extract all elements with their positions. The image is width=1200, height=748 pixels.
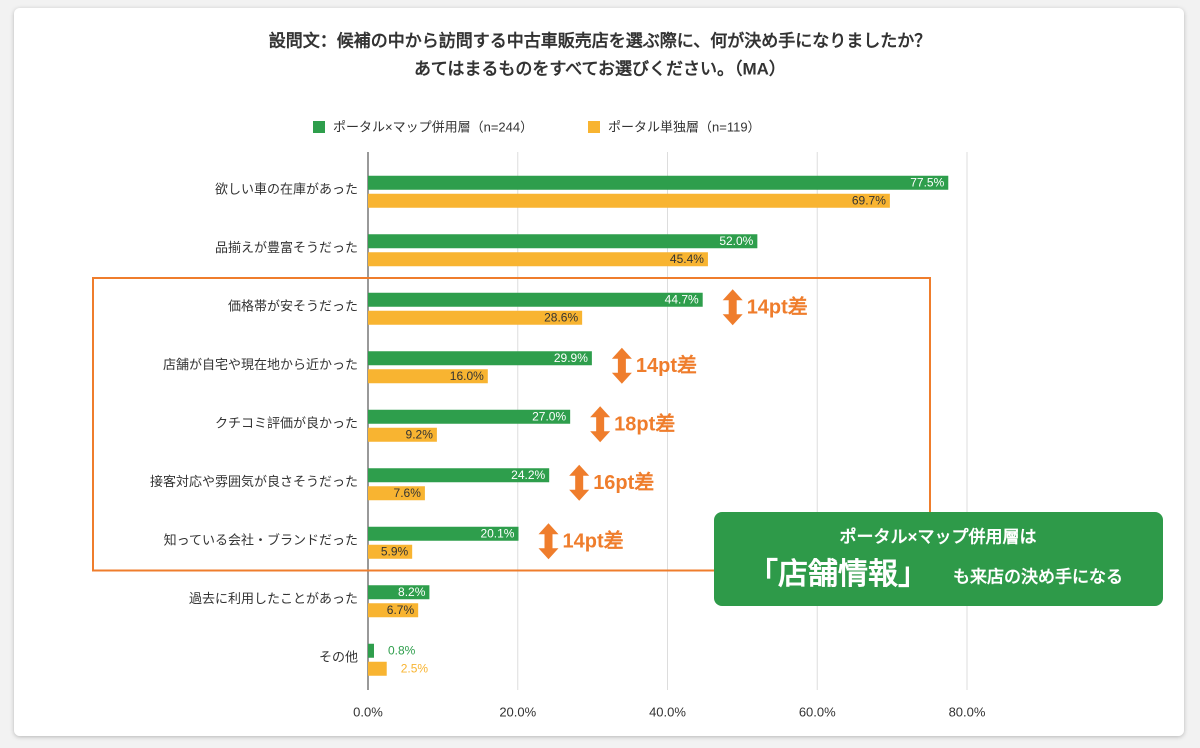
bar: [368, 409, 571, 424]
bar: [368, 193, 890, 208]
y-tick-label: 接客対応や雰囲気が良さそうだった: [150, 474, 358, 489]
diff-label: 14pt差: [747, 295, 808, 319]
bar: [368, 526, 519, 541]
value-label: 9.2%: [406, 427, 434, 441]
value-label: 2.5%: [401, 661, 429, 675]
value-label: 16.0%: [450, 369, 484, 383]
y-tick-label: 過去に利用したことがあった: [189, 591, 358, 606]
bar: [368, 486, 425, 501]
bar: [368, 661, 387, 676]
diff-label: 14pt差: [562, 529, 623, 553]
bar: [368, 544, 413, 559]
bar: [368, 310, 583, 325]
x-tick-label: 40.0%: [649, 704, 686, 719]
y-tick-label: 価格帯が安そうだった: [228, 299, 358, 314]
legend-label: ポータル単独層（n=119）: [608, 119, 761, 134]
x-tick-label: 80.0%: [949, 704, 986, 719]
x-tick-label: 0.0%: [353, 704, 383, 719]
diff-arrow: [538, 523, 559, 560]
value-label: 29.9%: [554, 351, 588, 365]
bar: [368, 468, 550, 483]
x-tick-label: 20.0%: [499, 704, 536, 719]
y-tick-label: その他: [319, 650, 358, 665]
value-label: 27.0%: [532, 409, 566, 423]
value-label: 5.9%: [381, 544, 409, 558]
diff-label: 18pt差: [614, 412, 675, 436]
value-label: 20.1%: [480, 526, 514, 540]
chart-subtitle: あてはまるものをすべてお選びください。（MA）: [414, 58, 786, 78]
value-label: 28.6%: [544, 310, 578, 324]
legend-label: ポータル×マップ併用層（n=244）: [333, 119, 533, 134]
bar: [368, 369, 488, 384]
callout-highlight: 「店舗情報」: [748, 558, 928, 591]
value-label: 7.6%: [394, 486, 422, 500]
bar: [368, 234, 758, 249]
legend-swatch: [588, 121, 600, 133]
diff-arrow: [569, 464, 590, 501]
x-tick-label: 60.0%: [799, 704, 836, 719]
bar: [368, 351, 592, 366]
y-tick-label: クチコミ評価が良かった: [215, 416, 358, 431]
chart-title: 設問文：候補の中から訪問する中古車販売店を選ぶ際に、何が決め手になりましたか？: [269, 30, 932, 50]
y-tick-label: 知っている会社・ブランドだった: [164, 533, 358, 548]
diff-arrow: [611, 347, 632, 384]
diff-arrow: [590, 406, 611, 443]
value-label: 44.7%: [665, 292, 699, 306]
diff-arrow: [722, 289, 743, 326]
bar: [368, 427, 437, 442]
y-tick-label: 品揃えが豊富そうだった: [215, 240, 358, 255]
diff-label: 14pt差: [636, 353, 697, 377]
value-label: 77.5%: [910, 175, 944, 189]
legend-swatch: [313, 121, 325, 133]
bar: [368, 585, 430, 600]
bar: [368, 175, 949, 190]
highlight-box: [92, 277, 931, 572]
callout-box: [714, 512, 1163, 606]
value-label: 52.0%: [719, 234, 753, 248]
callout-line2: も来店の決め手になる: [953, 566, 1123, 586]
callout-line1: ポータル×マップ併用層は: [840, 526, 1037, 546]
y-tick-label: 欲しい車の在庫があった: [215, 182, 358, 197]
value-label: 6.7%: [387, 603, 415, 617]
value-label: 0.8%: [388, 643, 416, 657]
y-tick-label: 店舗が自宅や現在地から近かった: [163, 357, 358, 372]
diff-label: 16pt差: [593, 470, 654, 494]
bar: [368, 252, 708, 267]
value-label: 45.4%: [670, 252, 704, 266]
bar: [368, 603, 419, 618]
value-label: 69.7%: [852, 193, 886, 207]
value-label: 24.2%: [511, 468, 545, 482]
bar: [368, 292, 703, 307]
bar: [368, 643, 374, 658]
value-label: 8.2%: [398, 585, 426, 599]
